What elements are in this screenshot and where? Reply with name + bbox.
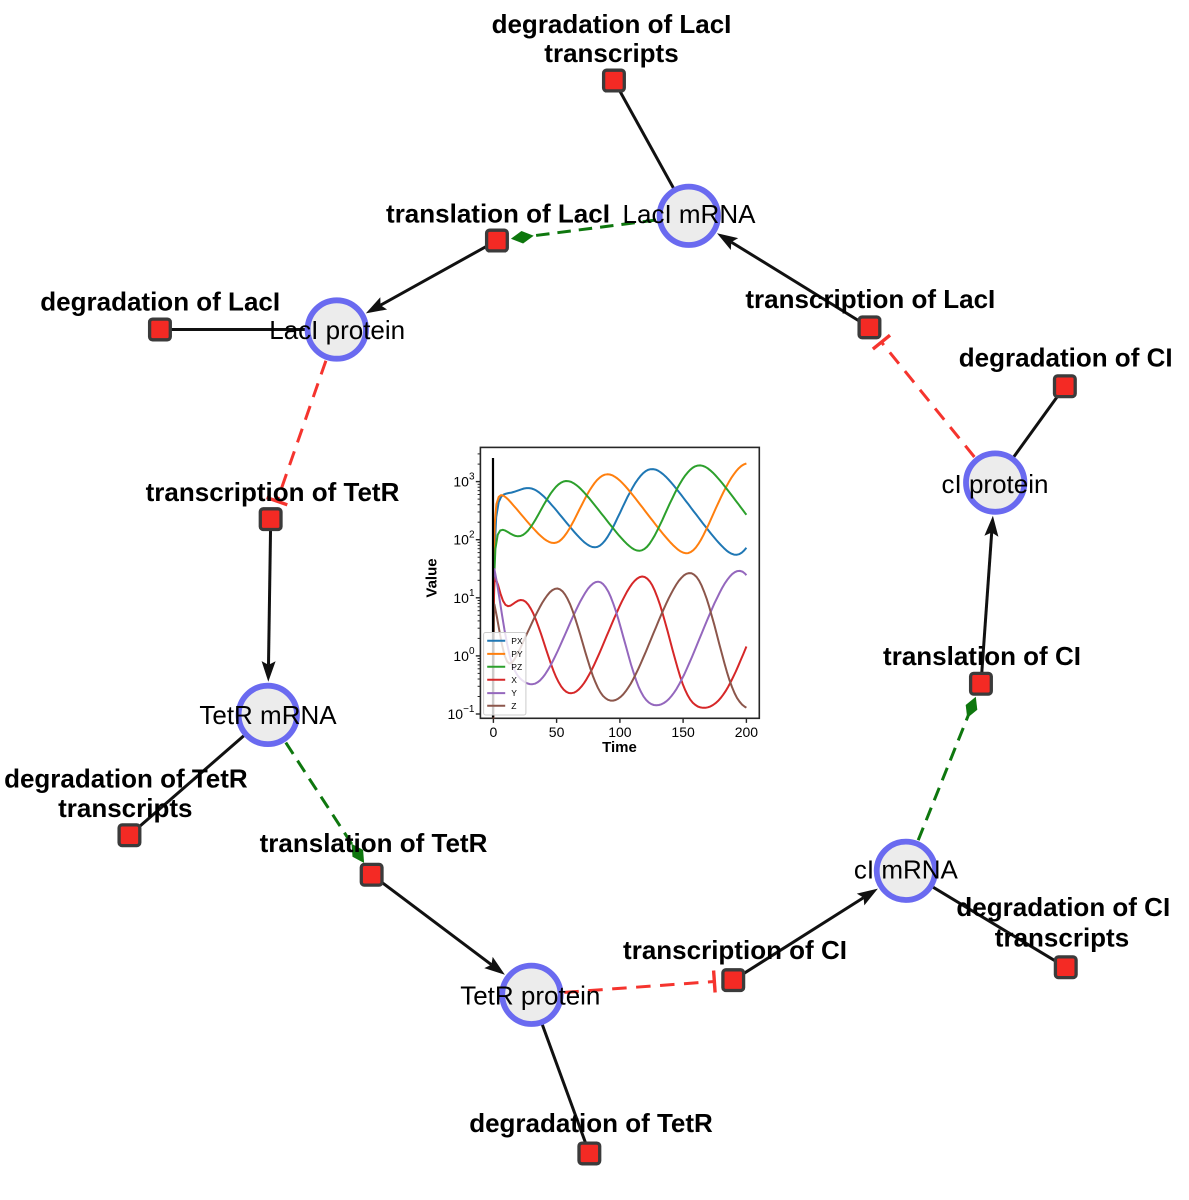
svg-text:degradation of TetR: degradation of TetR	[469, 1108, 713, 1138]
svg-text:degradation of CI: degradation of CI	[959, 342, 1173, 372]
svg-text:translation of LacI: translation of LacI	[386, 198, 610, 228]
svg-text:cI protein: cI protein	[942, 469, 1049, 499]
svg-text:PZ: PZ	[511, 662, 522, 672]
svg-text:X: X	[511, 675, 517, 685]
svg-text:transcription of LacI: transcription of LacI	[745, 284, 995, 314]
svg-text:degradation of LacI: degradation of LacI	[492, 9, 732, 39]
svg-text:Y: Y	[511, 688, 517, 698]
svg-text:transcription of CI: transcription of CI	[623, 935, 847, 965]
svg-text:cI mRNA: cI mRNA	[854, 854, 959, 884]
svg-text:Time: Time	[602, 739, 637, 756]
svg-text:degradation of CI: degradation of CI	[956, 892, 1170, 922]
svg-text:PX: PX	[511, 636, 523, 646]
svg-text:100: 100	[608, 724, 632, 740]
svg-text:transcripts: transcripts	[995, 923, 1129, 953]
svg-text:Value: Value	[424, 558, 441, 597]
svg-text:PY: PY	[511, 649, 523, 659]
svg-text:LacI mRNA: LacI mRNA	[623, 199, 757, 229]
svg-text:degradation of LacI: degradation of LacI	[40, 286, 280, 316]
svg-text:TetR protein: TetR protein	[460, 980, 600, 1010]
svg-text:degradation of TetR: degradation of TetR	[4, 764, 248, 794]
svg-text:transcripts: transcripts	[58, 793, 192, 823]
svg-text:150: 150	[671, 724, 695, 740]
svg-text:transcription of TetR: transcription of TetR	[146, 477, 400, 507]
svg-text:transcripts: transcripts	[544, 38, 678, 68]
svg-text:0: 0	[490, 724, 498, 740]
svg-text:translation of TetR: translation of TetR	[260, 828, 488, 858]
svg-text:50: 50	[549, 724, 565, 740]
svg-text:Z: Z	[511, 701, 516, 711]
svg-text:TetR mRNA: TetR mRNA	[199, 700, 337, 730]
svg-text:200: 200	[735, 724, 759, 740]
svg-text:translation of CI: translation of CI	[883, 641, 1081, 671]
svg-text:LacI protein: LacI protein	[269, 315, 405, 345]
